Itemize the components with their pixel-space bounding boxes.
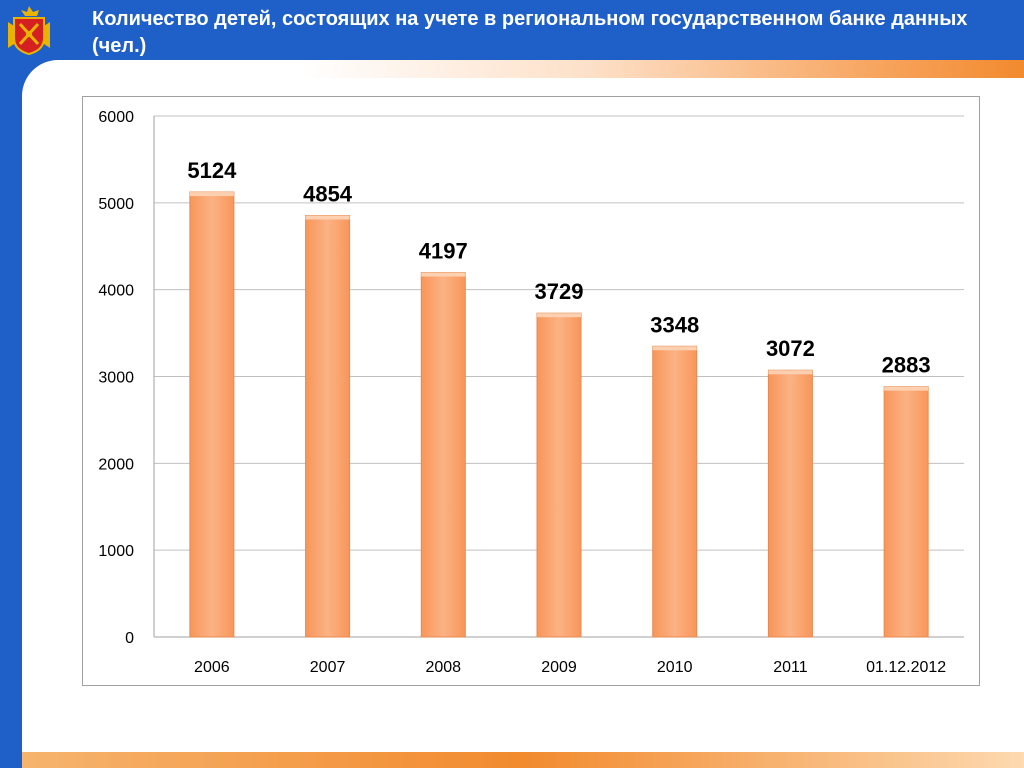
bar-top-highlight [768,370,813,375]
y-tick-label: 6000 [98,109,134,126]
data-label: 5124 [187,158,237,183]
data-label: 2883 [882,353,931,378]
bar-2009 [536,312,582,638]
data-labels: 5124 4854 4197 3729 3348 3072 2883 [187,158,930,378]
bar-top-highlight [189,192,234,197]
data-label: 4854 [303,182,353,207]
decorative-strip-bottom [22,752,1024,768]
slide-title: Количество детей, состоящих на учете в р… [92,8,968,57]
bar-2007 [305,215,351,638]
data-label: 3072 [766,336,815,361]
x-tick-label: 01.12.2012 [866,659,946,676]
data-label: 3729 [535,279,584,304]
bar-2008 [420,272,466,638]
bar-2010 [652,345,698,638]
y-tick-label: 1000 [98,543,134,560]
x-tick-label: 2010 [657,659,693,676]
data-label: 4197 [419,239,468,264]
y-axis-tick-labels: 0 1000 2000 3000 4000 5000 6000 [98,109,134,647]
bar-2006 [189,191,235,638]
bar-top-highlight [884,386,929,391]
bar-01.12.2012 [883,386,929,638]
bar-top-highlight [537,313,581,318]
coat-of-arms-icon [8,6,50,56]
bar-top-highlight [305,215,350,220]
y-tick-label: 5000 [98,196,134,213]
y-tick-label: 3000 [98,370,134,387]
bar-top-highlight [421,272,466,277]
y-tick-label: 2000 [98,456,134,473]
y-tick-label: 4000 [98,283,134,300]
bar-top-highlight [652,346,697,351]
bar-2011 [767,369,813,638]
bars [189,191,929,638]
x-axis-tick-labels: 2006 2007 2008 2009 2010 2011 01.12.2012 [194,659,946,676]
x-tick-label: 2009 [541,659,577,676]
y-tick-label: 0 [125,630,134,647]
slide-header: Количество детей, состоящих на учете в р… [0,0,1024,60]
data-label: 3348 [650,312,699,337]
x-tick-label: 2006 [194,659,230,676]
x-tick-label: 2007 [310,659,346,676]
x-tick-label: 2008 [425,659,461,676]
x-tick-label: 2011 [773,659,808,676]
decorative-strip-top [300,60,1024,78]
